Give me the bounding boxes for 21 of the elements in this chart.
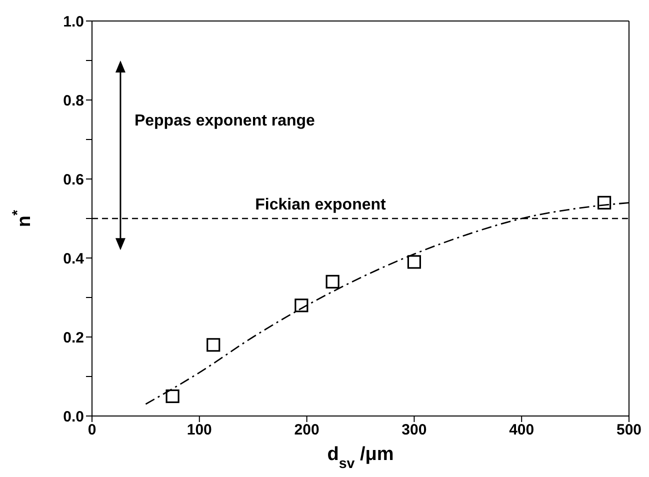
point [294, 298, 308, 312]
point [598, 196, 612, 210]
y-tick-label: 0.4 [63, 250, 85, 268]
point [166, 389, 180, 404]
y-tick-label: 0.2 [63, 329, 84, 346]
x-tick-label: 200 [294, 422, 320, 439]
y-tick-label: 1.0 [63, 13, 84, 30]
x-axis-title: d$_{sv}$ /μm [327, 444, 394, 472]
annotation: Peppas exponent range [134, 112, 316, 130]
y-tick-label: 0.0 [63, 408, 84, 426]
point [326, 274, 340, 288]
x-tick-label: 0 [88, 422, 96, 439]
x-tick-label: 400 [509, 422, 534, 439]
x-tick-label: 500 [616, 422, 642, 439]
y-tick-label: 0.8 [63, 92, 84, 110]
x-tick-label: 100 [186, 422, 212, 439]
x-tick-label: 300 [402, 422, 427, 439]
ref-line-label: Fickian exponent [255, 196, 387, 214]
point [206, 338, 220, 352]
y-tick-label: 0.6 [63, 171, 84, 188]
point [407, 255, 421, 269]
